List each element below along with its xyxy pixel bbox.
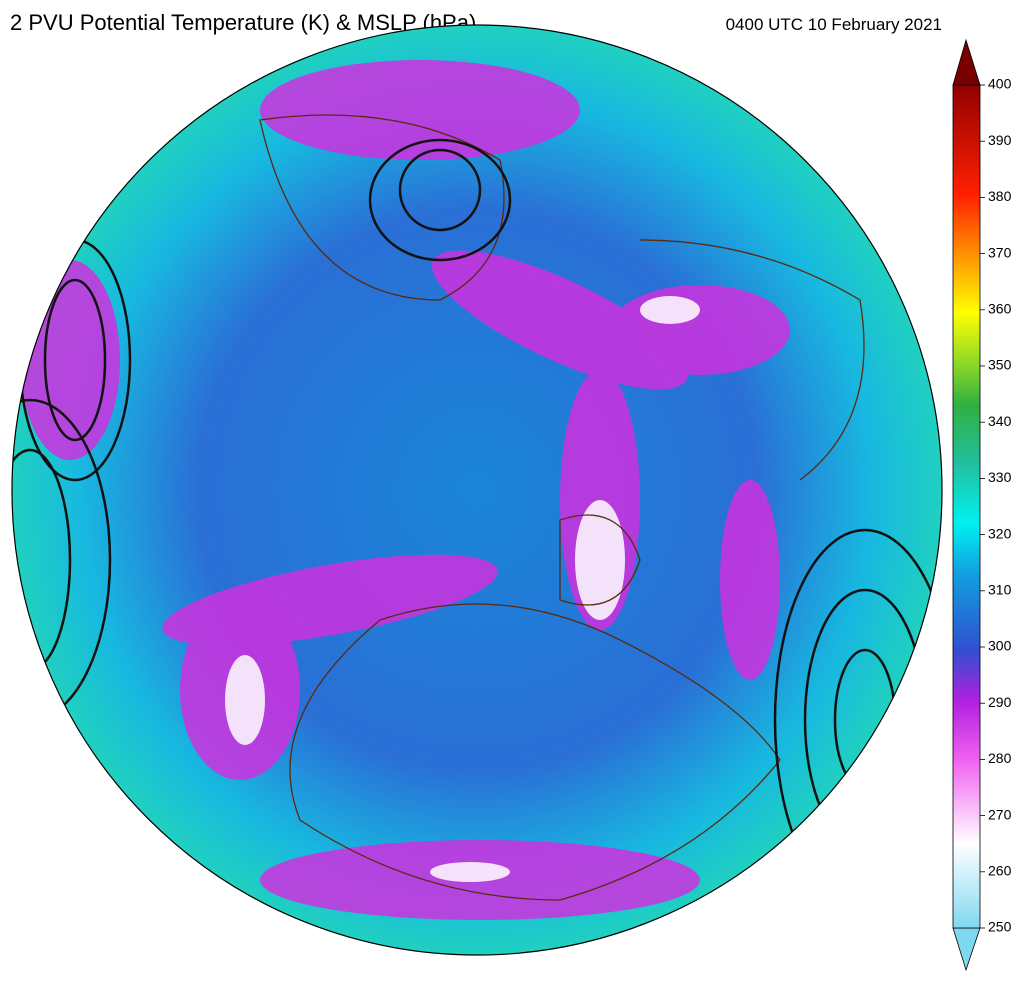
colorbar-tick-label: 350 [988, 357, 1012, 373]
colorbar-tick-label: 300 [988, 638, 1012, 654]
timestamp: 0400 UTC 10 February 2021 [726, 15, 942, 34]
colorbar-tick-label: 270 [988, 806, 1012, 822]
map-title: 2 PVU Potential Temperature (K) & MSLP (… [10, 10, 476, 35]
colorbar-tick-label: 330 [988, 469, 1012, 485]
colorbar-tick-label: 400 [988, 76, 1012, 92]
colorbar: 250 260 270 280 290 300 310 320 330 340 350 360 370 3… [952, 38, 1012, 972]
colorbar-tick-label: 260 [988, 863, 1012, 879]
colorbar-tick-label: 280 [988, 750, 1012, 766]
colorbar-tick-label: 370 [988, 244, 1012, 260]
map [12, 25, 942, 955]
colorbar-tick-label: 250 [988, 919, 1012, 935]
colorbar-tick-label: 340 [988, 413, 1012, 429]
colorbar-tick-label: 360 [988, 301, 1012, 317]
colorbar-tick-label: 380 [988, 188, 1012, 204]
colorbar-tick-label: 320 [988, 525, 1012, 541]
colorbar-tick-label: 290 [988, 694, 1012, 710]
map-border [11, 24, 943, 956]
colorbar-tick-label: 310 [988, 582, 1012, 598]
colorbar-tick-label: 390 [988, 132, 1012, 148]
